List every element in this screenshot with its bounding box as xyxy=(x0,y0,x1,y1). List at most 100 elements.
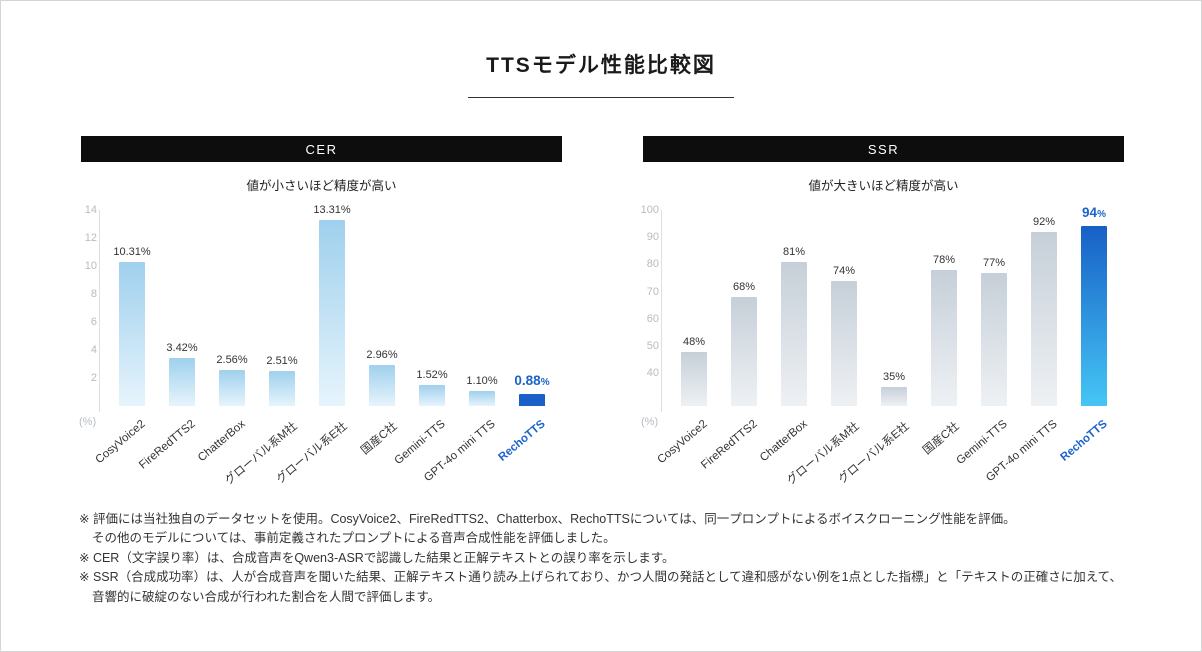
bar-value-number: 1.52 xyxy=(416,368,438,381)
bar-value-number: 78 xyxy=(932,253,946,266)
bar xyxy=(219,370,245,406)
y-axis-tick-label: 40 xyxy=(646,367,659,380)
y-axis-tick-label: 90 xyxy=(646,231,659,244)
bar-value-percent-sign: % xyxy=(895,370,906,383)
cer-plot-area: 2 4 6 8 10 12 14 10.31% CosyVoice2 3.42% FireRedTT… xyxy=(81,204,562,488)
y-axis-tick-label: 80 xyxy=(646,258,659,271)
bar xyxy=(831,280,857,406)
bar-value-number: 68 xyxy=(732,281,746,294)
footnote-line: その他のモデルについては、事前定義されたプロンプトによる音声合成性能を評価しまし… xyxy=(92,531,616,546)
cer-header-bar: CER xyxy=(81,136,562,162)
bar-value-number: 2.51 xyxy=(266,354,288,367)
cer-panel: CER 値が小さいほど精度が高い 2 4 6 8 10 12 14 10.31% CosyVoi… xyxy=(79,136,562,496)
bar-value-label: 10.31% xyxy=(97,246,167,258)
bar-value-label: 1.52% xyxy=(397,369,467,381)
bar-value-label: 78% xyxy=(909,254,979,266)
bar-value-percent-sign: % xyxy=(187,342,198,355)
ssr-header-bar: SSR xyxy=(643,136,1124,162)
ssr-subtitle: 値が大きいほど精度が高い xyxy=(808,179,959,193)
footnote-line: ※ CER（文字誤り率）は、合成音声をQwen3-ASRで認識した結果と正解テキ… xyxy=(79,550,675,565)
bar-value-number: 81 xyxy=(782,245,796,258)
bar xyxy=(269,370,295,406)
bar-value-percent-sign: % xyxy=(287,354,298,367)
ssr-plot-area: 40 50 60 70 80 90 100 48% CosyVoice2 68% FireRedTT… xyxy=(641,204,1124,487)
bar-rechotts xyxy=(519,393,545,406)
bar-value-label: 74% xyxy=(809,265,879,277)
y-axis-line xyxy=(661,210,662,412)
bar-value-number: 74 xyxy=(832,264,846,277)
title-underline xyxy=(468,97,734,98)
bar xyxy=(369,364,395,406)
bar-value-number: 0.88 xyxy=(514,372,541,388)
footnote-line: 音響的に破綻のない合成が行われた割合を人間で評価します。 xyxy=(92,589,441,604)
bar-value-number: 94 xyxy=(1082,205,1098,221)
bar-value-number: 48 xyxy=(682,335,696,348)
cer-unit-label: (%) xyxy=(79,416,97,428)
y-axis-tick-label: 6 xyxy=(90,316,97,328)
bar-value-percent-sign: % xyxy=(387,348,398,361)
bar-value-percent-sign: % xyxy=(995,256,1006,269)
bar-value-percent-sign: % xyxy=(1097,209,1106,221)
bar-rechotts xyxy=(1081,226,1107,406)
y-axis-tick-label: 12 xyxy=(84,232,97,244)
bar-value-number: 2.56 xyxy=(216,354,238,367)
bar-value-percent-sign: % xyxy=(845,264,856,277)
ssr-unit-label: (%) xyxy=(641,416,659,428)
bar-value-percent-sign: % xyxy=(140,245,151,258)
bar-value-label: 92% xyxy=(1009,216,1079,228)
y-axis-line xyxy=(99,210,100,412)
bar-value-number: 13.31 xyxy=(313,203,341,216)
cer-header-label: CER xyxy=(305,141,338,157)
bar xyxy=(169,358,195,406)
bar-value-percent-sign: % xyxy=(1045,215,1056,228)
y-axis-tick-label: 50 xyxy=(646,340,659,353)
ssr-panel: SSR 値が大きいほど精度が高い 40 50 60 70 80 90 100 48% CosyV… xyxy=(641,136,1124,496)
bar xyxy=(731,297,757,406)
bar-value-percent-sign: % xyxy=(437,368,448,381)
bar-value-label: 48% xyxy=(659,336,729,348)
bar-value-label: 94% xyxy=(1059,205,1129,220)
bar xyxy=(1031,231,1057,406)
y-axis-tick-label: 100 xyxy=(640,204,659,216)
bar-value-percent-sign: % xyxy=(487,374,498,387)
bar xyxy=(931,269,957,406)
footnotes: ※ 評価には当社独自のデータセットを使用。CosyVoice2、FireRedT… xyxy=(79,510,1145,607)
cer-chart: 2 4 6 8 10 12 14 10.31% CosyVoice2 3.42% FireRedTT… xyxy=(79,204,562,500)
bar xyxy=(781,261,807,406)
footnote-line: ※ SSR（合成成功率）は、人が合成音声を聞いた結果、正解テキスト通り読み上げら… xyxy=(79,570,1122,585)
bar-value-percent-sign: % xyxy=(795,245,806,258)
y-axis-tick-label: 70 xyxy=(646,285,659,298)
bar-value-label: 68% xyxy=(709,281,779,293)
y-axis-tick-label: 2 xyxy=(90,372,97,384)
bar-value-label: 3.42% xyxy=(147,342,217,354)
bar-value-label: 2.96% xyxy=(347,349,417,361)
bar-value-label: 35% xyxy=(859,371,929,383)
bar-value-number: 35 xyxy=(882,370,896,383)
bar xyxy=(419,384,445,406)
bar-value-label: 1.10% xyxy=(447,375,517,387)
y-axis-tick-label: 10 xyxy=(84,260,97,272)
bar xyxy=(319,219,345,406)
bar-value-number: 1.10 xyxy=(466,374,488,387)
bar-value-number: 10.31 xyxy=(113,245,141,258)
bar-value-number: 2.96 xyxy=(366,348,388,361)
bar-value-percent-sign: % xyxy=(540,376,550,388)
bar-value-number: 77 xyxy=(982,256,996,269)
cer-subtitle: 値が小さいほど精度が高い xyxy=(246,179,397,193)
bar-value-label: 2.51% xyxy=(247,355,317,367)
ssr-header-label: SSR xyxy=(867,141,900,157)
bar-value-label: 81% xyxy=(759,246,829,258)
bar-value-percent-sign: % xyxy=(340,203,351,216)
y-axis-tick-label: 4 xyxy=(90,344,97,356)
bar-value-label: 13.31% xyxy=(297,204,367,216)
bar xyxy=(981,272,1007,406)
bar-value-percent-sign: % xyxy=(945,253,956,266)
bar xyxy=(119,261,145,406)
bar xyxy=(469,390,495,406)
bar-value-label: 0.88% xyxy=(497,373,567,388)
y-axis-tick-label: 14 xyxy=(84,204,97,216)
bar xyxy=(681,351,707,406)
bar-value-number: 92 xyxy=(1032,215,1046,228)
ssr-chart: 40 50 60 70 80 90 100 48% CosyVoice2 68% FireRedTT… xyxy=(641,204,1124,500)
